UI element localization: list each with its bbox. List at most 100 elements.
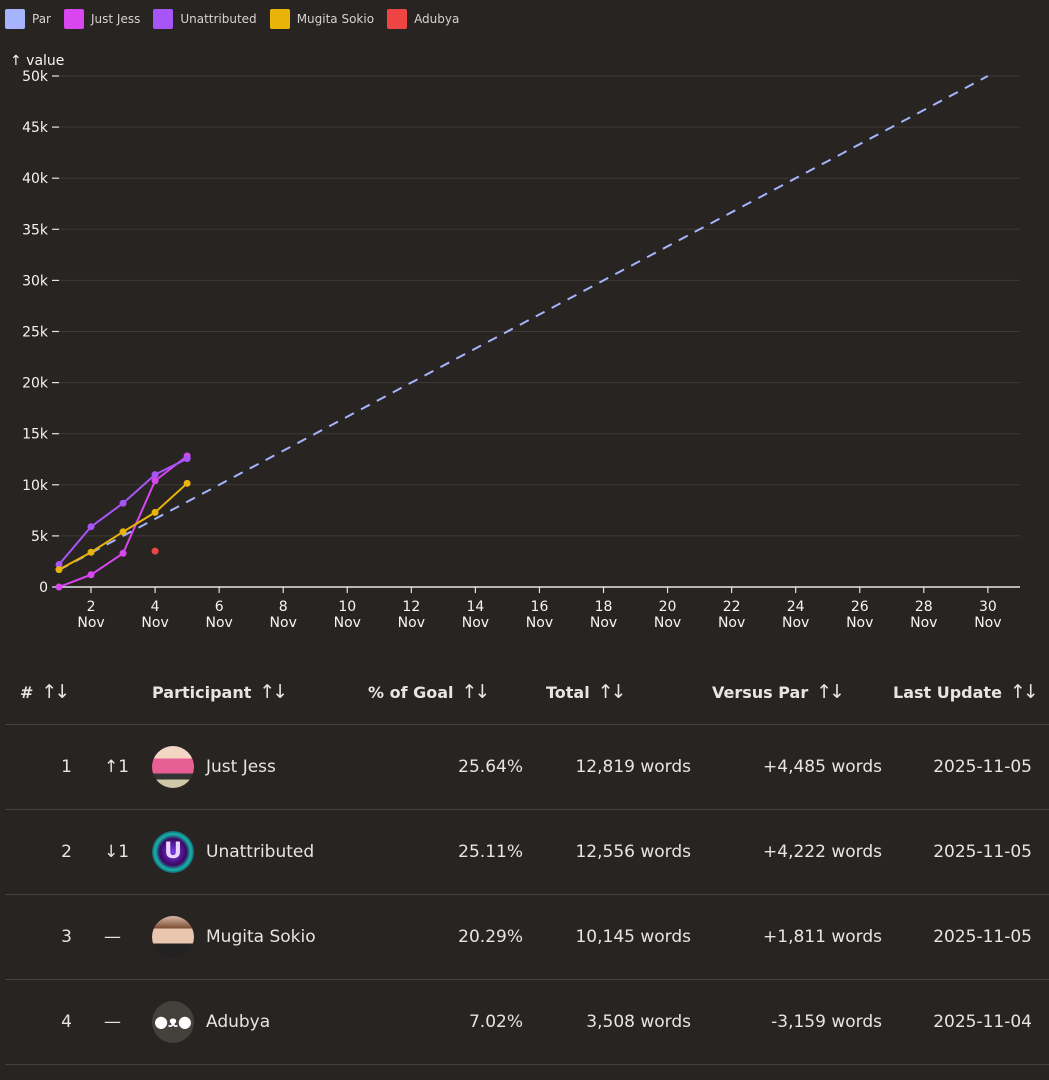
mugita-sokio-point[interactable] [87, 548, 95, 556]
unattributed-point[interactable] [55, 561, 63, 569]
total-cell: 3,508 words [524, 979, 692, 1065]
x-tick-day: 10 [338, 599, 356, 615]
last-update-column-header[interactable]: Last Update ↑↓ [883, 660, 1049, 725]
legend-item-par[interactable]: Par [5, 9, 51, 29]
leaderboard-table: # ↑↓ Participant ↑↓ % of Goal ↑↓ Total ↑↓ Ve… [5, 660, 1049, 1065]
percent-cell: 20.29% [358, 894, 524, 980]
y-tick-label: 40k [22, 171, 49, 187]
participant-cell[interactable]: Mugita Sokio [151, 894, 358, 980]
rank-cell: 3— [5, 894, 151, 980]
x-tick-day: 20 [659, 599, 677, 615]
sort-icon[interactable]: ↑↓ [816, 681, 845, 703]
table-header-row: # ↑↓ Participant ↑↓ % of Goal ↑↓ Total ↑↓ Ve… [5, 660, 1049, 725]
x-tick-day: 22 [723, 599, 741, 615]
rank-cell: 4— [5, 979, 151, 1065]
rank-change-none: — [104, 1012, 121, 1032]
unattributed-point[interactable] [87, 523, 95, 531]
just-jess-swatch-icon [63, 9, 84, 29]
versus-par-cell: +1,811 words [692, 894, 883, 980]
legend-item-just-jess[interactable]: Just Jess [63, 9, 140, 29]
bear-icon: ●ᴥ● [154, 1012, 192, 1031]
just-jess-point[interactable] [151, 477, 159, 485]
portrait-avatar [152, 916, 194, 958]
mugita-sokio-point[interactable] [183, 479, 191, 487]
unattributed-point[interactable] [183, 455, 191, 463]
y-tick-label: 30k [22, 273, 49, 289]
just-jess-point[interactable] [55, 583, 63, 591]
x-tick-day: 18 [595, 599, 613, 615]
y-tick-label: 35k [22, 222, 49, 238]
x-tick-day: 24 [787, 599, 805, 615]
percent-cell: 25.64% [358, 724, 524, 810]
x-tick-month: Nov [718, 615, 745, 631]
x-tick-day: 6 [215, 599, 224, 615]
bear-avatar: ●ᴥ● [152, 1001, 194, 1043]
x-tick-month: Nov [141, 615, 168, 631]
x-tick-month: Nov [590, 615, 617, 631]
just-jess-point[interactable] [119, 549, 127, 557]
x-tick-month: Nov [334, 615, 361, 631]
chart-legend: Par Just Jess Unattributed Mugita Sokio … [5, 9, 472, 29]
unattributed-swatch-icon [153, 9, 174, 29]
percent-cell: 25.11% [358, 809, 524, 895]
sort-icon[interactable]: ↑↓ [1009, 681, 1039, 703]
y-tick-label: 0 [39, 580, 48, 596]
rank-column-header[interactable]: # ↑↓ [5, 660, 151, 725]
u-logo-avatar: U [152, 831, 194, 873]
y-tick-label: 5k [31, 529, 49, 545]
legend-item-unattributed[interactable]: Unattributed [153, 9, 257, 29]
x-tick-month: Nov [654, 615, 681, 631]
unattributed-point[interactable] [119, 499, 127, 507]
rank-change-down: ↓1 [104, 842, 130, 862]
adubya-swatch-icon [387, 9, 408, 29]
total-cell: 12,819 words [524, 724, 692, 810]
versus-par-cell: +4,485 words [692, 724, 883, 810]
participant-cell[interactable]: ●ᴥ● Adubya [151, 979, 358, 1065]
x-tick-month: Nov [205, 615, 232, 631]
mugita-sokio-swatch-icon [269, 9, 290, 29]
x-tick-day: 12 [402, 599, 420, 615]
x-tick-month: Nov [910, 615, 937, 631]
sort-icon[interactable]: ↑↓ [597, 681, 627, 703]
typewriter-avatar [152, 746, 194, 788]
mugita-sokio-point[interactable] [151, 508, 159, 516]
x-tick-month: Nov [782, 615, 809, 631]
total-cell: 10,145 words [524, 894, 692, 980]
percent-column-header[interactable]: % of Goal ↑↓ [358, 660, 524, 725]
last-update-cell: 2025-11-05 [883, 724, 1049, 810]
participant-cell[interactable]: U Unattributed [151, 809, 358, 895]
mugita-sokio-point[interactable] [55, 566, 63, 574]
total-cell: 12,556 words [524, 809, 692, 895]
versus-par-column-header[interactable]: Versus Par ↑↓ [692, 660, 883, 725]
last-update-cell: 2025-11-04 [883, 979, 1049, 1065]
table-row: 2 ↓1 U Unattributed 25.11% 12,556 words +4… [5, 809, 1049, 895]
mugita-sokio-point[interactable] [119, 528, 127, 536]
x-tick-month: Nov [974, 615, 1001, 631]
x-tick-day: 28 [915, 599, 933, 615]
sort-icon[interactable]: ↑↓ [259, 681, 288, 703]
x-tick-month: Nov [77, 615, 104, 631]
y-tick-label: 10k [22, 478, 49, 494]
last-update-cell: 2025-11-05 [883, 809, 1049, 895]
unattributed-line [58, 457, 188, 566]
participant-column-header[interactable]: Participant ↑↓ [151, 660, 358, 725]
sort-icon[interactable]: ↑↓ [461, 681, 491, 703]
adubya-point[interactable] [151, 547, 159, 555]
total-column-header[interactable]: Total ↑↓ [524, 660, 692, 725]
rank-cell: 1 ↑1 [5, 724, 151, 810]
legend-item-mugita-sokio[interactable]: Mugita Sokio [269, 9, 374, 29]
x-tick-day: 26 [851, 599, 869, 615]
legend-item-adubya[interactable]: Adubya [387, 9, 459, 29]
unattributed-point[interactable] [151, 471, 159, 479]
just-jess-point[interactable] [87, 571, 95, 579]
x-tick-day: 14 [466, 599, 484, 615]
participant-cell[interactable]: Just Jess [151, 724, 358, 810]
percent-cell: 7.02% [358, 979, 524, 1065]
rank-cell: 2 ↓1 [5, 809, 151, 895]
par-swatch-icon [5, 9, 25, 29]
sort-icon[interactable]: ↑↓ [41, 681, 70, 703]
table-row: 3— Mugita Sokio 20.29% 10,145 words +1,8… [5, 894, 1049, 980]
par-line [58, 75, 989, 571]
versus-par-cell: -3,159 words [692, 979, 883, 1065]
